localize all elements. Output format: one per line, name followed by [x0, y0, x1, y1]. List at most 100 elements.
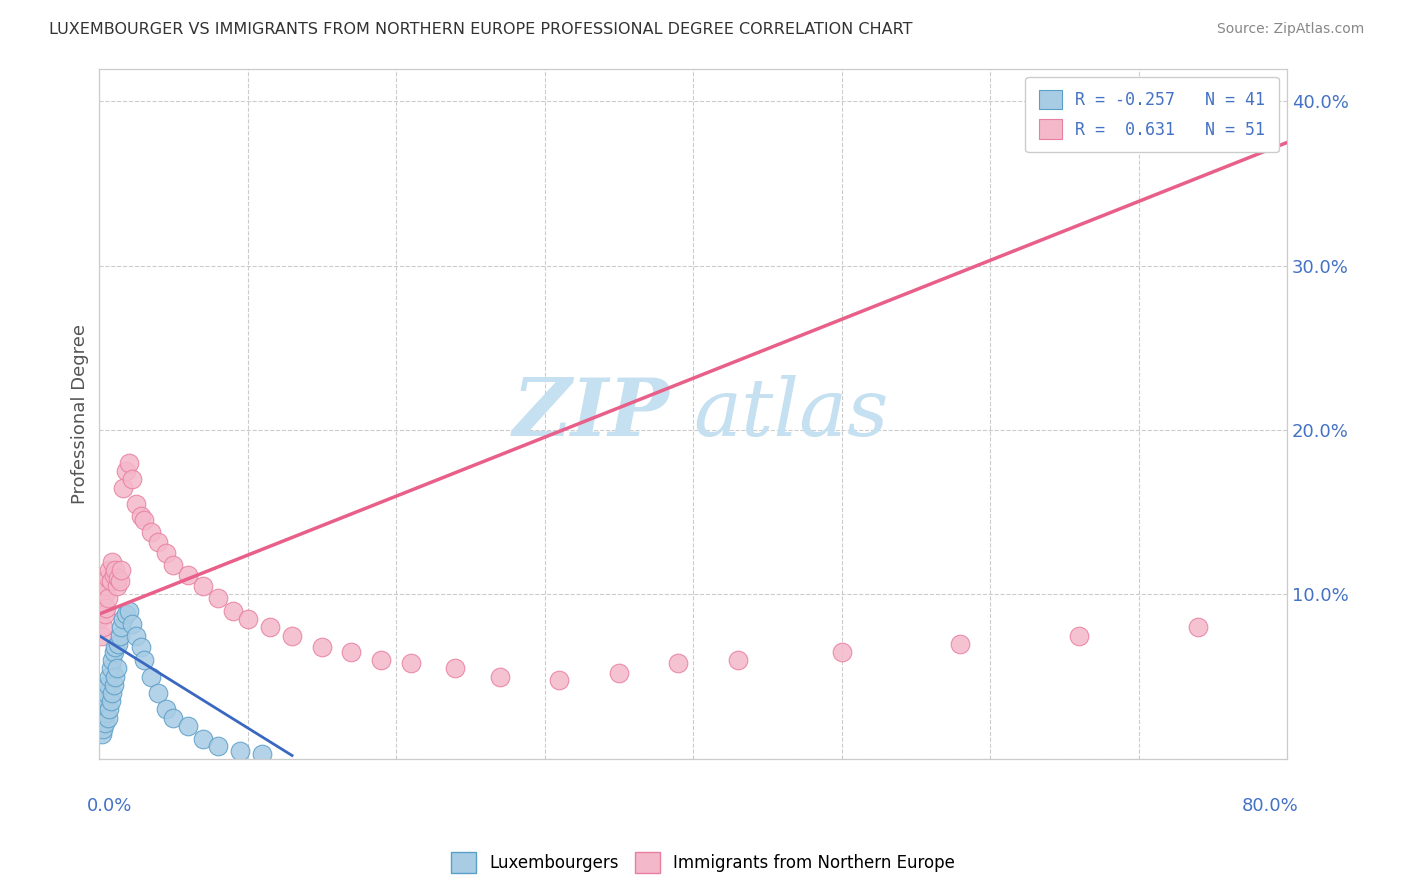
Point: [118, 604, 141, 618]
Text: 80.0%: 80.0%: [1243, 797, 1299, 814]
Point: [111, 612, 134, 626]
Point: [93, 722, 115, 736]
Text: Source: ZipAtlas.com: Source: ZipAtlas.com: [1216, 22, 1364, 37]
Point: [148, 534, 170, 549]
Point: [91, 727, 114, 741]
Point: [666, 657, 689, 671]
Point: [155, 702, 177, 716]
Point: [101, 653, 124, 667]
Point: [105, 661, 128, 675]
Point: [207, 739, 229, 753]
Point: [129, 508, 152, 523]
Point: [107, 637, 129, 651]
Point: [370, 653, 392, 667]
Point: [1187, 620, 1209, 634]
Text: LUXEMBOURGER VS IMMIGRANTS FROM NORTHERN EUROPE PROFESSIONAL DEGREE CORRELATION : LUXEMBOURGER VS IMMIGRANTS FROM NORTHERN…: [49, 22, 912, 37]
Point: [229, 743, 252, 757]
Point: [399, 657, 422, 671]
Point: [118, 456, 141, 470]
Point: [93, 620, 115, 634]
Point: [155, 546, 177, 560]
Point: [129, 640, 152, 654]
Point: [340, 645, 363, 659]
Point: [162, 711, 184, 725]
Point: [949, 637, 972, 651]
Point: [607, 666, 630, 681]
Point: [221, 604, 243, 618]
Point: [97, 711, 120, 725]
Point: [162, 558, 184, 572]
Point: [121, 617, 143, 632]
Point: [108, 574, 131, 589]
Point: [97, 571, 120, 585]
Point: [177, 719, 200, 733]
Point: [91, 711, 114, 725]
Point: [444, 661, 467, 675]
Point: [311, 640, 333, 654]
Point: [94, 715, 117, 730]
Point: [1069, 628, 1091, 642]
Point: [148, 686, 170, 700]
Point: [281, 628, 304, 642]
Point: [89, 719, 111, 733]
Point: [191, 732, 214, 747]
Point: [96, 579, 118, 593]
Point: [111, 481, 134, 495]
Point: [125, 628, 148, 642]
Point: [94, 587, 117, 601]
Point: [125, 497, 148, 511]
Point: [103, 645, 125, 659]
Point: [100, 661, 122, 675]
Point: [252, 747, 274, 761]
Point: [97, 678, 120, 692]
Point: [93, 702, 115, 716]
Point: [103, 567, 125, 582]
Point: [548, 673, 571, 687]
Point: [236, 612, 259, 626]
Point: [139, 524, 162, 539]
Point: [94, 694, 117, 708]
Point: [114, 464, 136, 478]
Point: [97, 591, 120, 605]
Point: [89, 612, 111, 626]
Point: [110, 620, 132, 634]
Point: [96, 706, 118, 720]
Legend: R = -0.257   N = 41, R =  0.631   N = 51: R = -0.257 N = 41, R = 0.631 N = 51: [1025, 77, 1278, 152]
Y-axis label: Professional Degree: Professional Degree: [72, 324, 89, 504]
Point: [114, 607, 136, 622]
Point: [96, 686, 118, 700]
Point: [101, 686, 124, 700]
Point: [91, 628, 114, 642]
Point: [103, 678, 125, 692]
Point: [191, 579, 214, 593]
Legend: Luxembourgers, Immigrants from Northern Europe: Luxembourgers, Immigrants from Northern …: [444, 846, 962, 880]
Point: [94, 607, 117, 622]
Point: [110, 563, 132, 577]
Point: [489, 670, 512, 684]
Point: [121, 472, 143, 486]
Point: [107, 571, 129, 585]
Point: [104, 670, 127, 684]
Point: [727, 653, 749, 667]
Point: [98, 563, 121, 577]
Point: [104, 640, 127, 654]
Point: [259, 620, 281, 634]
Point: [108, 628, 131, 642]
Point: [132, 653, 155, 667]
Point: [101, 555, 124, 569]
Text: ZIP: ZIP: [512, 375, 669, 452]
Point: [207, 591, 229, 605]
Point: [96, 600, 118, 615]
Point: [91, 596, 114, 610]
Point: [98, 670, 121, 684]
Point: [100, 574, 122, 589]
Point: [105, 579, 128, 593]
Point: [831, 645, 853, 659]
Point: [98, 702, 121, 716]
Text: 0.0%: 0.0%: [87, 797, 132, 814]
Point: [177, 567, 200, 582]
Point: [132, 513, 155, 527]
Text: atlas: atlas: [693, 375, 889, 452]
Point: [139, 670, 162, 684]
Point: [100, 694, 122, 708]
